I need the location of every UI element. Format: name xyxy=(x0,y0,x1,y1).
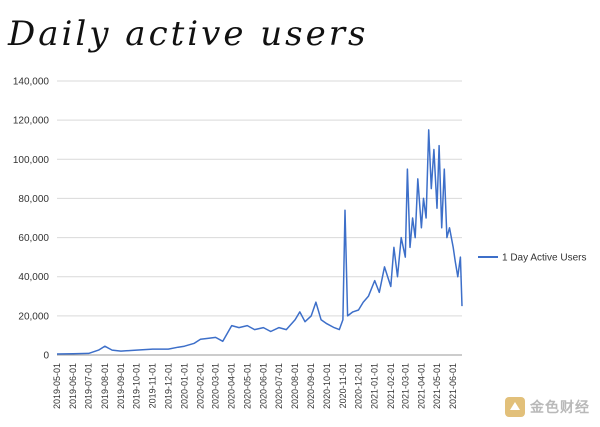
x-tick-label: 2020-06-01 xyxy=(258,363,268,409)
watermark: 金色财经 xyxy=(504,396,590,418)
x-tick-label: 2020-04-01 xyxy=(227,363,237,409)
legend-label: 1 Day Active Users xyxy=(502,253,586,264)
x-tick-label: 2020-01-01 xyxy=(179,363,189,409)
watermark-logo-icon xyxy=(505,397,525,417)
x-tick-label: 2020-11-01 xyxy=(338,363,348,408)
y-tick-label: 80,000 xyxy=(18,194,49,205)
series-line xyxy=(56,129,463,355)
x-tick-label: 2021-06-01 xyxy=(448,363,458,409)
x-tick-label: 2020-12-01 xyxy=(354,363,364,409)
x-tick-label: 2019-06-01 xyxy=(68,363,78,409)
x-tick-label: 2020-09-01 xyxy=(306,363,316,409)
x-tick-label: 2019-05-01 xyxy=(52,363,62,409)
y-tick-label: 40,000 xyxy=(18,272,49,283)
y-tick-label: 120,000 xyxy=(13,116,50,127)
x-tick-label: 2020-10-01 xyxy=(322,363,332,409)
x-tick-label: 2019-11-01 xyxy=(148,363,158,408)
x-tick-label: 2021-03-01 xyxy=(400,363,410,409)
watermark-text: 金色财经 xyxy=(530,399,590,415)
x-tick-label: 2020-07-01 xyxy=(274,363,284,409)
x-tick-label: 2020-02-01 xyxy=(195,363,205,409)
x-tick-label: 2019-08-01 xyxy=(100,363,110,409)
chart-title-area: Daily active users xyxy=(7,14,368,54)
x-tick-label: 2019-12-01 xyxy=(163,363,173,409)
x-tick-label: 2021-02-01 xyxy=(386,363,396,409)
x-tick-label: 2021-04-01 xyxy=(416,363,426,409)
x-tick-label: 2019-07-01 xyxy=(84,363,94,409)
x-tick-label: 2019-09-01 xyxy=(116,363,126,409)
y-tick-label: 0 xyxy=(43,351,49,362)
y-tick-label: 20,000 xyxy=(18,311,49,322)
y-tick-label: 60,000 xyxy=(18,233,49,244)
x-tick-label: 2020-03-01 xyxy=(211,363,221,409)
x-tick-label: 2021-05-01 xyxy=(432,363,442,409)
x-tick-label: 2020-05-01 xyxy=(242,363,252,409)
y-tick-label: 100,000 xyxy=(13,155,50,166)
x-tick-label: 2019-10-01 xyxy=(132,363,142,409)
x-tick-label: 2021-01-01 xyxy=(370,363,380,409)
x-tick-label: 2020-08-01 xyxy=(290,363,300,409)
chart-title: Daily active users xyxy=(7,14,368,54)
y-tick-label: 140,000 xyxy=(13,77,50,88)
